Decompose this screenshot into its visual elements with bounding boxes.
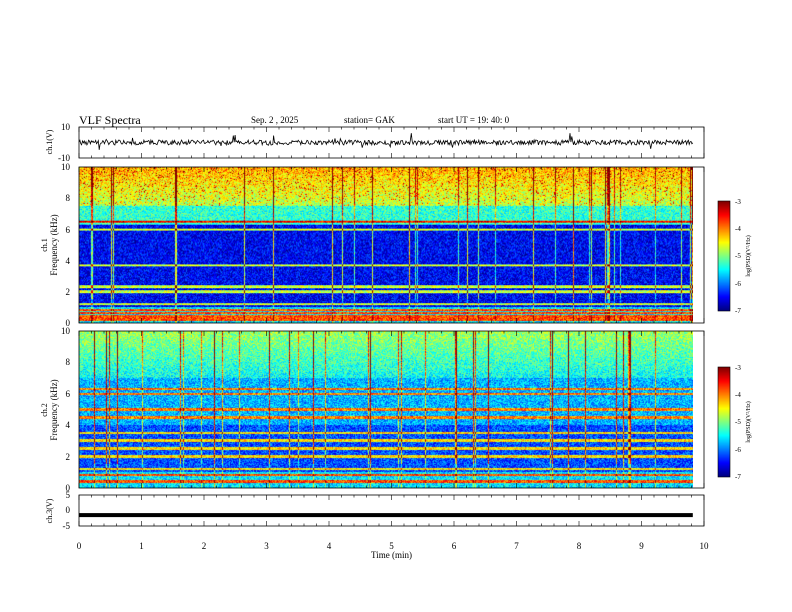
ch1-cbar-tick-neg7: -7 (735, 307, 741, 315)
ch1-frequency-label: Frequency (kHz) (49, 214, 59, 275)
xtick-5: 5 (389, 541, 394, 551)
ch2-cbar-tick-neg6: -6 (735, 446, 741, 454)
ch2-ytick-6: 6 (66, 389, 71, 399)
ch1-waveform-ylabel: ch.1(V) (45, 129, 54, 154)
station-label: station= GAK (344, 115, 395, 125)
ch3-ytick-0: 0 (66, 505, 71, 515)
xtick-9: 9 (639, 541, 644, 551)
ch2-ytick-0: 0 (66, 483, 71, 493)
ch1-cbar-tick-neg4: -4 (735, 225, 741, 233)
ch2-channel-label: ch.2 (40, 403, 49, 417)
xtick-3: 3 (264, 541, 269, 551)
ch2-cbar-tick-neg7: -7 (735, 473, 741, 481)
xtick-10: 10 (700, 541, 710, 551)
ch1-ytick-6: 6 (66, 225, 71, 235)
ch3-ytick-neg5: -5 (63, 521, 71, 531)
ch1-ytick-4: 4 (66, 256, 71, 266)
ch1-ytick-0: 0 (66, 318, 71, 328)
ch3-ytick-5: 5 (66, 490, 71, 500)
ch3-waveform-trace (79, 513, 693, 518)
xtick-1: 1 (139, 541, 144, 551)
xtick-4: 4 (327, 541, 332, 551)
ch2-colorbar-label: log(PSD)(V²/Hz) (745, 401, 752, 442)
date-label: Sep. 2 , 2025 (251, 115, 299, 125)
ch1-waveform-panel: 10 -10 ch.1(V) (45, 122, 705, 163)
xtick-6: 6 (452, 541, 457, 551)
ch2-cbar-tick-neg5: -5 (735, 418, 741, 426)
x-axis-label: Time (min) (371, 550, 412, 560)
ch2-ytick-10: 10 (61, 326, 71, 336)
figure-title: VLF Spectra (79, 113, 141, 127)
tick-marks (78, 127, 705, 526)
ch3-waveform-ylabel: ch.3(V) (45, 498, 54, 523)
ch1-ytick-8: 8 (66, 193, 71, 203)
ch1-ytick-2: 2 (66, 287, 71, 297)
ch1-waveform-trace (78, 133, 694, 150)
ch1-ytick-top: 10 (61, 122, 71, 132)
ch1-channel-label: ch.1 (40, 238, 49, 252)
ch1-colorbar-label: log(PSD)(V²/Hz) (745, 235, 752, 276)
ch1-cbar-tick-neg3: -3 (735, 198, 741, 206)
ch1-spectrogram-image (79, 167, 693, 323)
time-axis: 0 1 2 3 4 5 6 7 8 9 10 Time (min) (77, 541, 709, 560)
ch1-spectrogram-panel: 0 2 4 6 8 10 ch.1 Frequency (kHz) -3 -4 … (40, 162, 752, 328)
ch3-waveform-panel: 5 0 -5 ch.3(V) (45, 490, 705, 531)
xtick-0: 0 (77, 541, 82, 551)
ch2-cbar-tick-neg3: -3 (735, 364, 741, 372)
ch1-cbar-tick-neg6: -6 (735, 280, 741, 288)
xtick-8: 8 (577, 541, 582, 551)
ch1-ytick-bottom: -10 (58, 153, 70, 163)
ch1-cbar-tick-neg5: -5 (735, 252, 741, 260)
xtick-7: 7 (514, 541, 519, 551)
ch2-frequency-label: Frequency (kHz) (49, 379, 59, 440)
ch2-ytick-2: 2 (66, 452, 71, 462)
start-ut-label: start UT = 19: 40: 0 (438, 115, 510, 125)
ch1-ytick-10: 10 (61, 162, 71, 172)
ch2-ytick-8: 8 (66, 357, 71, 367)
ch1-colorbar (718, 201, 730, 311)
ch2-spectrogram-panel: 0 2 4 6 8 10 ch.2 Frequency (kHz) -3 -4 … (40, 326, 752, 493)
xtick-2: 2 (202, 541, 207, 551)
ch2-colorbar (718, 367, 730, 477)
ch2-ytick-4: 4 (66, 420, 71, 430)
ch2-spectrogram-image (79, 331, 693, 488)
ch2-cbar-tick-neg4: -4 (735, 391, 741, 399)
